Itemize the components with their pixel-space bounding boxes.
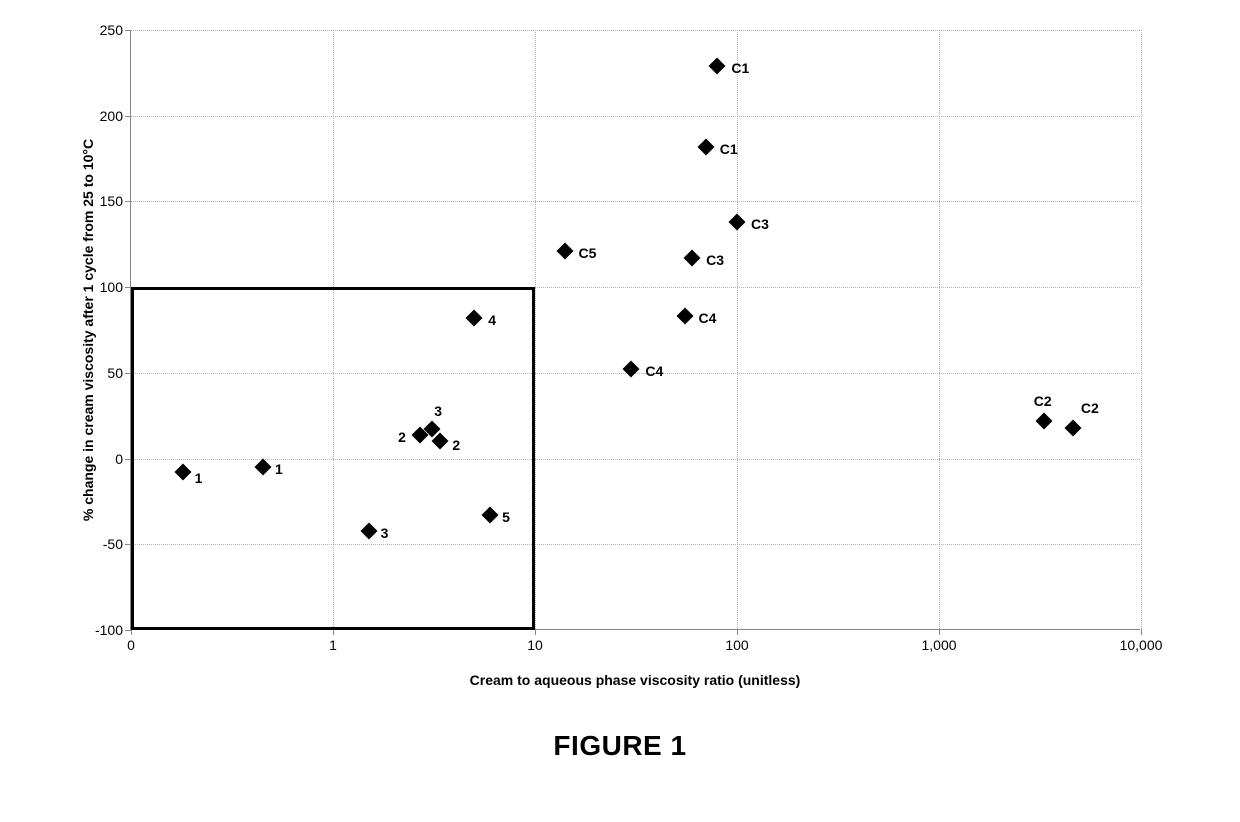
data-point-label: 1 [195, 470, 203, 486]
gridline-horizontal [131, 30, 1140, 31]
x-tick-label: 1 [329, 629, 337, 653]
figure-caption: FIGURE 1 [553, 730, 686, 762]
data-point-label: C4 [699, 310, 717, 326]
data-point-label: C3 [706, 252, 724, 268]
x-tick-label: 1,000 [921, 629, 956, 653]
y-tick-label: 150 [100, 193, 131, 209]
gridline-vertical [1141, 30, 1142, 629]
diamond-marker [1064, 419, 1081, 436]
diamond-marker [1035, 412, 1052, 429]
gridline-horizontal [131, 544, 1140, 545]
data-point-label: C1 [720, 141, 738, 157]
diamond-marker [684, 250, 701, 267]
data-point-label: C4 [645, 363, 663, 379]
diamond-marker [432, 433, 449, 450]
diamond-marker [556, 243, 573, 260]
y-tick-label: 100 [100, 279, 131, 295]
diamond-marker [709, 58, 726, 75]
y-tick-label: -100 [95, 622, 131, 638]
diamond-marker [174, 464, 191, 481]
diamond-marker [254, 459, 271, 476]
diamond-marker [623, 361, 640, 378]
x-tick-label: 10,000 [1120, 629, 1163, 653]
gridline-vertical [535, 30, 536, 629]
diamond-marker [697, 138, 714, 155]
diamond-marker [482, 507, 499, 524]
y-tick-label: -50 [103, 536, 131, 552]
diamond-marker [412, 426, 429, 443]
data-point-label: 5 [502, 509, 510, 525]
diamond-marker [360, 522, 377, 539]
data-point-label: 2 [452, 437, 460, 453]
gridline-vertical [737, 30, 738, 629]
gridline-horizontal [131, 287, 1140, 288]
y-tick-label: 0 [115, 451, 131, 467]
data-point-label: C2 [1034, 393, 1052, 409]
x-tick-label: 100 [725, 629, 748, 653]
data-point-label: 3 [434, 403, 442, 419]
page: -100 -50 0 50 100 150 200 250 0 1 10 100 1,000 10,000… [0, 0, 1240, 822]
x-tick-label: 10 [527, 629, 543, 653]
gridline-horizontal [131, 373, 1140, 374]
data-point-label: 1 [275, 461, 283, 477]
gridline-vertical [333, 30, 334, 629]
data-point-label: C1 [731, 60, 749, 76]
data-point-label: C5 [579, 245, 597, 261]
diamond-marker [424, 421, 441, 438]
gridline-horizontal [131, 116, 1140, 117]
data-point-label: C2 [1081, 400, 1099, 416]
diamond-marker [466, 310, 483, 327]
scatter-chart: -100 -50 0 50 100 150 200 250 0 1 10 100 1,000 10,000… [60, 20, 1180, 720]
y-axis-title: % change in cream viscosity after 1 cycl… [80, 139, 96, 521]
x-tick-label: 0 [127, 629, 135, 653]
gridline-horizontal [131, 201, 1140, 202]
y-tick-label: 50 [107, 365, 131, 381]
data-point-label: C3 [751, 216, 769, 232]
diamond-marker [676, 308, 693, 325]
gridline-horizontal [131, 459, 1140, 460]
data-point-label: 4 [488, 312, 496, 328]
x-axis-title: Cream to aqueous phase viscosity ratio (… [470, 672, 801, 688]
y-tick-label: 200 [100, 108, 131, 124]
y-tick-label: 250 [100, 22, 131, 38]
gridline-vertical [939, 30, 940, 629]
plot-area: -100-5005010015020025001101001,00010,000… [130, 30, 1140, 630]
data-point-label: 3 [381, 525, 389, 541]
data-point-label: 2 [398, 429, 406, 445]
